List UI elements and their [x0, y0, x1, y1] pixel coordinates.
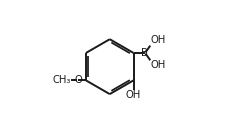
Text: CH₃: CH₃: [52, 75, 70, 85]
Text: OH: OH: [150, 60, 165, 70]
Text: OH: OH: [150, 35, 165, 45]
Text: B: B: [141, 48, 147, 58]
Text: OH: OH: [125, 90, 141, 100]
Text: O: O: [74, 75, 82, 85]
